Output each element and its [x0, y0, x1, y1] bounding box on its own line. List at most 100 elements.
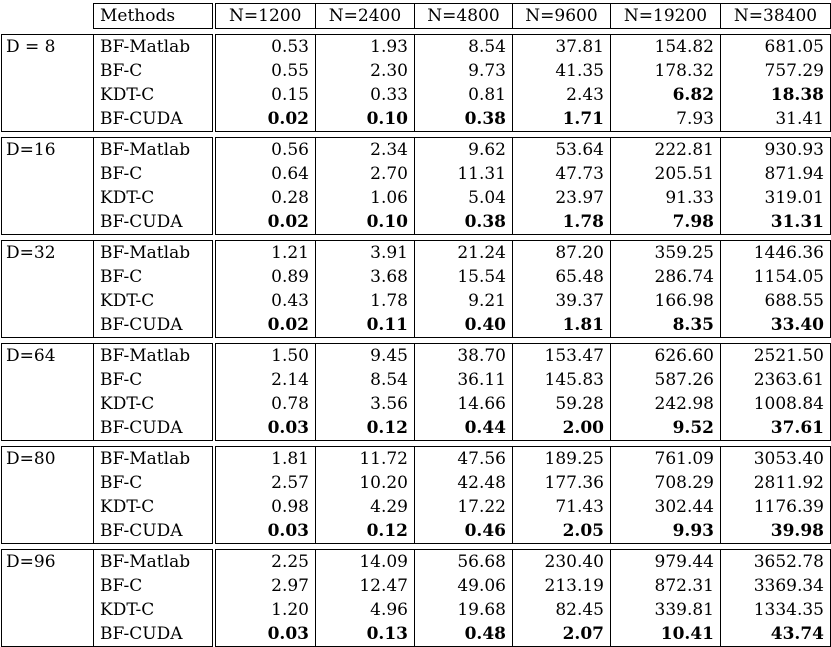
dimension-label [1, 598, 94, 622]
table-row: D=96 BF-Matlab 2.25 14.09 56.68 230.40 979.44 3… [1, 549, 831, 574]
timing-value: 0.81 [414, 83, 513, 107]
timing-value: 0.53 [213, 34, 316, 59]
dimension-label: D=32 [1, 240, 94, 265]
timing-value: 0.02 [213, 313, 316, 338]
table-row: BF-CUDA 0.02 0.10 0.38 1.78 7.98 31.31 [1, 210, 831, 235]
timing-value: 0.44 [414, 416, 513, 441]
timing-value: 6.82 [610, 83, 721, 107]
timing-value: 14.09 [315, 549, 415, 574]
table-row: D = 8 BF-Matlab 0.53 1.93 8.54 37.81 154.82 681… [1, 34, 831, 59]
method-name: BF-Matlab [93, 240, 216, 265]
dimension-label: D=16 [1, 137, 94, 162]
timing-value: 49.06 [414, 574, 513, 598]
timing-value: 1.93 [315, 34, 415, 59]
timing-value: 242.98 [610, 392, 721, 416]
dimension-label: D=80 [1, 446, 94, 471]
table-row: KDT-C 0.15 0.33 0.81 2.43 6.82 18.38 [1, 83, 831, 107]
timing-value: 9.62 [414, 137, 513, 162]
timing-value: 33.40 [720, 313, 831, 338]
timing-value: 1154.05 [720, 265, 831, 289]
timing-value: 0.28 [213, 186, 316, 210]
timing-value: 9.73 [414, 59, 513, 83]
method-name: KDT-C [93, 289, 216, 313]
table-row: D=32 BF-Matlab 1.21 3.91 21.24 87.20 359.25 144… [1, 240, 831, 265]
timing-value: 1334.35 [720, 598, 831, 622]
dimension-label [1, 265, 94, 289]
table-row: BF-C 0.55 2.30 9.73 41.35 178.32 757.29 [1, 59, 831, 83]
timing-value: 8.54 [315, 368, 415, 392]
timing-value: 3053.40 [720, 446, 831, 471]
timing-value: 36.11 [414, 368, 513, 392]
timing-value: 2363.61 [720, 368, 831, 392]
timing-value: 8.35 [610, 313, 721, 338]
dimension-label [1, 210, 94, 235]
method-name: BF-Matlab [93, 549, 216, 574]
timing-value: 2.25 [213, 549, 316, 574]
timing-value: 222.81 [610, 137, 721, 162]
timing-value: 757.29 [720, 59, 831, 83]
table-body: D = 8 BF-Matlab 0.53 1.93 8.54 37.81 154.82 681… [1, 29, 831, 647]
dimension-label [1, 622, 94, 647]
results-table: Methods N=1200 N=2400 N=4800 N=9600 N=19… [1, 3, 831, 647]
timing-value: 9.45 [315, 343, 415, 368]
timing-value: 319.01 [720, 186, 831, 210]
timing-value: 2811.92 [720, 471, 831, 495]
method-name: BF-CUDA [93, 622, 216, 647]
timing-value: 21.24 [414, 240, 513, 265]
table-row: BF-C 2.57 10.20 42.48 177.36 708.29 2811.92 [1, 471, 831, 495]
timing-value: 3.91 [315, 240, 415, 265]
method-name: KDT-C [93, 598, 216, 622]
timing-value: 0.11 [315, 313, 415, 338]
timing-value: 3.68 [315, 265, 415, 289]
timing-value: 0.64 [213, 162, 316, 186]
timing-value: 302.44 [610, 495, 721, 519]
timing-value: 0.10 [315, 107, 415, 132]
timing-value: 0.46 [414, 519, 513, 544]
timing-value: 17.22 [414, 495, 513, 519]
timing-value: 177.36 [512, 471, 611, 495]
timing-value: 43.74 [720, 622, 831, 647]
timing-value: 56.68 [414, 549, 513, 574]
method-name: BF-C [93, 471, 216, 495]
method-name: BF-Matlab [93, 343, 216, 368]
table-row: KDT-C 0.78 3.56 14.66 59.28 242.98 1008.84 [1, 392, 831, 416]
timing-value: 626.60 [610, 343, 721, 368]
method-name: BF-C [93, 59, 216, 83]
table-row: D=80 BF-Matlab 1.81 11.72 47.56 189.25 761.09 3… [1, 446, 831, 471]
timing-value: 9.21 [414, 289, 513, 313]
timing-value: 7.98 [610, 210, 721, 235]
timing-value: 11.31 [414, 162, 513, 186]
dimension-label [1, 83, 94, 107]
method-name: BF-CUDA [93, 519, 216, 544]
timing-value: 4.96 [315, 598, 415, 622]
timing-value: 37.81 [512, 34, 611, 59]
timing-value: 213.19 [512, 574, 611, 598]
timing-value: 0.33 [315, 83, 415, 107]
dimension-label [1, 368, 94, 392]
table-row: BF-CUDA 0.03 0.12 0.46 2.05 9.93 39.98 [1, 519, 831, 544]
table-row: KDT-C 0.98 4.29 17.22 71.43 302.44 1176.39 [1, 495, 831, 519]
timing-value: 38.70 [414, 343, 513, 368]
timing-value: 18.38 [720, 83, 831, 107]
timing-value: 2.34 [315, 137, 415, 162]
method-name: BF-CUDA [93, 313, 216, 338]
table-row: KDT-C 0.43 1.78 9.21 39.37 166.98 688.55 [1, 289, 831, 313]
timing-value: 0.43 [213, 289, 316, 313]
table-row: BF-CUDA 0.02 0.11 0.40 1.81 8.35 33.40 [1, 313, 831, 338]
dimension-label [1, 186, 94, 210]
table-row: BF-C 2.97 12.47 49.06 213.19 872.31 3369.34 [1, 574, 831, 598]
timing-value: 2.43 [512, 83, 611, 107]
method-name: BF-C [93, 368, 216, 392]
timing-value: 230.40 [512, 549, 611, 574]
method-name: KDT-C [93, 392, 216, 416]
header-methods: Methods [93, 3, 216, 29]
timing-value: 71.43 [512, 495, 611, 519]
timing-value: 42.48 [414, 471, 513, 495]
timing-value: 3.56 [315, 392, 415, 416]
timing-value: 145.83 [512, 368, 611, 392]
timing-value: 587.26 [610, 368, 721, 392]
dimension-label [1, 313, 94, 338]
timing-value: 871.94 [720, 162, 831, 186]
timing-value: 0.03 [213, 622, 316, 647]
timing-value: 0.89 [213, 265, 316, 289]
